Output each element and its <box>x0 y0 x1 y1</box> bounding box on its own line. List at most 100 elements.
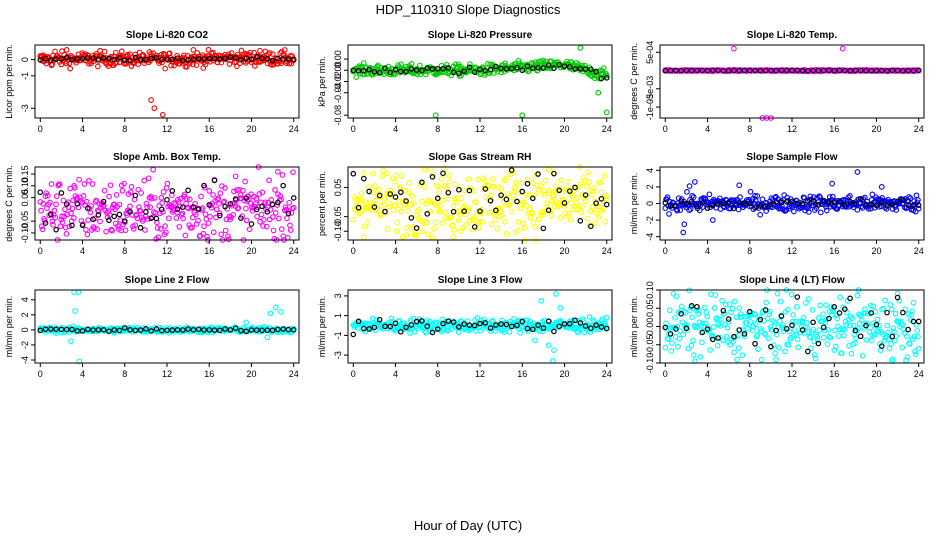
data-point <box>231 188 237 195</box>
data-point <box>854 206 861 213</box>
hourly-point <box>280 56 286 62</box>
data-point <box>562 185 568 192</box>
data-point <box>490 176 496 182</box>
data-point <box>286 199 293 206</box>
data-point <box>407 202 414 208</box>
data-point <box>445 327 452 333</box>
hourly-point <box>561 200 568 206</box>
x-tick-label: 16 <box>204 124 214 134</box>
hourly-point <box>79 55 86 62</box>
data-point <box>718 316 725 323</box>
data-point <box>254 213 260 220</box>
hourly-point <box>667 203 674 209</box>
hourly-point <box>577 65 584 72</box>
hourly-point <box>561 63 568 70</box>
data-point <box>853 335 859 342</box>
data-point <box>436 189 443 196</box>
data-point <box>869 332 876 339</box>
data-point <box>602 218 609 225</box>
hourly-point <box>884 309 890 316</box>
data-point <box>834 315 841 322</box>
data-point <box>186 196 193 203</box>
x-tick-label: 20 <box>559 124 569 134</box>
data-point <box>481 316 487 323</box>
hourly-point <box>290 56 297 63</box>
data-point <box>885 329 891 336</box>
data-point <box>819 318 826 325</box>
data-point <box>540 211 547 218</box>
hourly-point <box>900 67 906 74</box>
data-point <box>689 192 696 199</box>
panel-title: Slope Li-820 CO2 <box>126 30 209 41</box>
hourly-point <box>868 67 875 74</box>
hourly-point <box>768 67 774 74</box>
hourly-point <box>429 174 436 180</box>
hourly-point <box>382 323 388 330</box>
outlier-point <box>159 111 166 118</box>
data-point <box>779 322 786 328</box>
hourly-point <box>894 198 901 205</box>
data-point <box>779 203 785 209</box>
data-point <box>182 232 189 239</box>
x-tick-label: 12 <box>475 246 485 256</box>
hourly-point <box>461 321 467 327</box>
data-point <box>122 227 129 234</box>
hourly-point <box>106 328 112 335</box>
hourly-point <box>746 67 753 74</box>
data-point <box>475 176 481 183</box>
data-point <box>142 227 148 233</box>
hourly-point <box>725 316 732 322</box>
hourly-point <box>884 68 890 74</box>
hourly-point <box>371 324 378 331</box>
data-point <box>890 325 897 332</box>
x-tick-label: 24 <box>602 246 612 256</box>
data-point <box>807 334 814 341</box>
data-point <box>880 305 887 312</box>
data-point <box>451 227 458 233</box>
outlier-point <box>52 48 58 55</box>
hourly-point <box>678 198 684 204</box>
data-point <box>791 208 797 215</box>
hourly-point <box>524 325 531 332</box>
data-point <box>103 228 109 235</box>
data-point <box>277 193 284 199</box>
hourly-point <box>424 211 431 217</box>
hourly-point <box>910 318 917 325</box>
y-axis-label: ml/min per min. <box>317 296 327 358</box>
outlier-point <box>63 47 70 53</box>
hourly-point <box>403 324 409 331</box>
hourly-point <box>736 67 743 74</box>
hourly-point <box>741 200 748 207</box>
data-point <box>543 58 550 65</box>
data-point <box>128 183 135 190</box>
data-point <box>908 311 915 318</box>
hourly-point <box>841 67 848 74</box>
data-point <box>553 183 559 189</box>
hourly-point <box>185 57 191 63</box>
data-point <box>699 320 706 327</box>
data-point <box>862 306 868 313</box>
hourly-point <box>238 56 244 63</box>
data-point <box>603 72 610 79</box>
data-point <box>807 193 814 200</box>
hourly-point <box>678 67 684 74</box>
y-axis-label: degrees C per min. <box>629 43 639 120</box>
y-tick-label: -1e-03 <box>645 94 655 120</box>
data-point <box>891 328 897 335</box>
hourly-point <box>42 220 49 226</box>
hourly-point <box>158 56 165 63</box>
data-point <box>794 303 800 310</box>
x-tick-label: 4 <box>80 369 85 379</box>
data-point <box>53 201 59 208</box>
data-point <box>576 326 582 333</box>
hourly-point <box>206 55 213 62</box>
data-point <box>814 333 820 340</box>
hourly-point <box>752 340 758 347</box>
data-point <box>520 199 527 206</box>
hourly-point <box>143 326 149 332</box>
y-tick-label: -3 <box>333 351 343 359</box>
hourly-point <box>762 307 769 313</box>
hourly-point <box>757 316 764 323</box>
data-point <box>100 202 107 209</box>
hourly-point <box>158 206 165 213</box>
